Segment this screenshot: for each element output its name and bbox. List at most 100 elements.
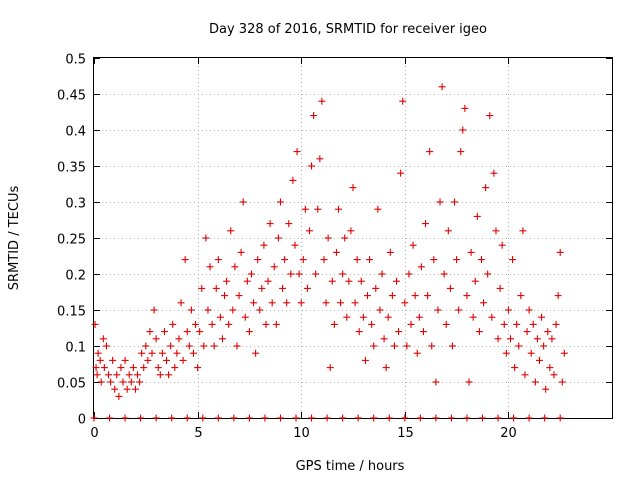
data-point — [109, 356, 117, 364]
data-point — [312, 270, 320, 278]
data-point — [376, 306, 384, 314]
data-point — [438, 83, 446, 91]
data-point — [272, 320, 280, 328]
data-point — [125, 371, 133, 379]
data-point — [339, 414, 347, 422]
data-point — [96, 356, 104, 364]
data-point — [223, 277, 231, 285]
data-point — [276, 414, 284, 422]
data-point — [550, 371, 558, 379]
data-point — [115, 392, 123, 400]
data-point — [123, 385, 131, 393]
data-point — [245, 328, 253, 336]
data-point — [183, 414, 191, 422]
data-point — [148, 349, 156, 357]
data-point — [254, 256, 262, 264]
data-point — [422, 220, 430, 228]
data-point — [138, 349, 146, 357]
data-point — [490, 169, 498, 177]
data-point — [177, 299, 185, 307]
data-point — [274, 234, 282, 242]
data-point — [353, 256, 361, 264]
data-point — [538, 313, 546, 321]
data-point — [295, 270, 303, 278]
data-point — [461, 104, 469, 112]
data-point — [446, 284, 454, 292]
data-point — [270, 263, 278, 271]
data-point — [131, 385, 139, 393]
data-point — [127, 378, 135, 386]
data-point — [150, 306, 158, 314]
data-point — [544, 328, 552, 336]
data-point — [548, 335, 556, 343]
data-point — [378, 270, 386, 278]
data-point — [355, 328, 363, 336]
data-point — [529, 320, 537, 328]
data-point — [527, 349, 535, 357]
data-point — [292, 414, 300, 422]
data-point — [494, 414, 502, 422]
data-point — [386, 248, 394, 256]
data-point — [196, 328, 204, 336]
chart-title: Day 328 of 2016, SRMTID for receiver ige… — [209, 22, 487, 37]
data-point — [258, 284, 266, 292]
data-point — [510, 414, 518, 422]
data-point — [235, 292, 243, 300]
data-point — [152, 414, 160, 422]
data-point — [517, 292, 525, 300]
data-point — [199, 414, 207, 422]
data-point — [316, 155, 324, 163]
data-point — [291, 241, 299, 249]
data-point — [447, 414, 455, 422]
data-point — [413, 349, 421, 357]
data-point — [181, 256, 189, 264]
data-point — [90, 414, 98, 422]
data-point — [349, 184, 357, 192]
data-point — [455, 306, 463, 314]
data-point — [163, 356, 171, 364]
data-point — [225, 320, 233, 328]
data-point — [385, 414, 393, 422]
data-point — [482, 184, 490, 192]
data-point — [533, 335, 541, 343]
data-point — [347, 227, 355, 235]
data-point — [185, 342, 193, 350]
y-tick-label: 0.05 — [57, 377, 86, 392]
y-tick-label: 0.45 — [57, 89, 86, 104]
data-point — [208, 320, 216, 328]
data-point — [463, 292, 471, 300]
data-point — [428, 342, 436, 350]
data-point — [407, 320, 415, 328]
data-point — [556, 414, 564, 422]
data-point — [250, 299, 258, 307]
y-tick-label: 0.4 — [65, 125, 86, 140]
data-point — [146, 328, 154, 336]
data-point — [308, 414, 316, 422]
x-gridlines — [198, 58, 509, 418]
data-point — [97, 378, 105, 386]
data-point — [121, 356, 129, 364]
data-point — [328, 277, 336, 285]
data-point — [260, 241, 268, 249]
x-tick-label: 5 — [194, 426, 202, 441]
data-point — [488, 313, 496, 321]
data-points — [90, 83, 568, 422]
data-point — [432, 414, 440, 422]
data-point — [393, 277, 401, 285]
data-point — [459, 126, 467, 134]
data-point — [366, 256, 374, 264]
data-point — [558, 378, 566, 386]
y-tick-label: 0.15 — [57, 305, 86, 320]
data-point — [285, 220, 293, 228]
data-point — [171, 364, 179, 372]
data-point — [165, 371, 173, 379]
data-point — [444, 227, 452, 235]
data-point — [322, 299, 330, 307]
data-point — [144, 356, 152, 364]
data-point — [442, 320, 450, 328]
data-point — [359, 313, 367, 321]
data-point — [390, 342, 398, 350]
data-point — [245, 414, 253, 422]
data-point — [113, 371, 121, 379]
